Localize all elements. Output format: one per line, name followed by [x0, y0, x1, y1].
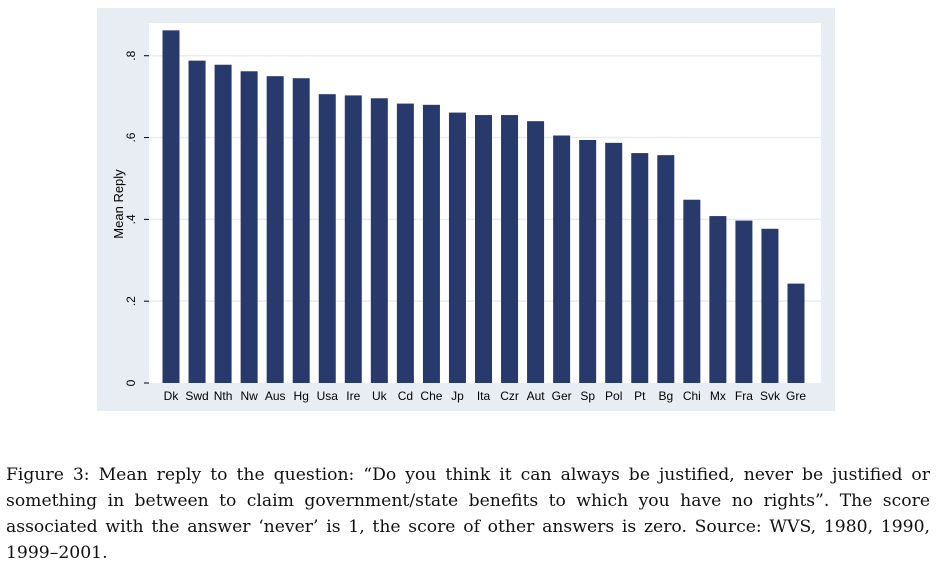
bar-bg: [657, 155, 675, 383]
bar-gre: [787, 283, 805, 383]
x-tick-label: Nth: [214, 389, 233, 403]
x-tick-label: Aus: [265, 389, 286, 403]
x-tick-label: Svk: [760, 389, 781, 403]
bar-uk: [370, 98, 388, 384]
bar-czr: [501, 115, 519, 384]
x-tick-label: Swd: [185, 389, 208, 403]
bar-che: [422, 104, 440, 383]
x-tick-label: Pt: [634, 389, 646, 403]
y-tick-label: 0: [124, 379, 138, 386]
y-axis-title: Mean Reply: [111, 169, 126, 239]
x-tick-label: Dk: [164, 389, 180, 403]
bar-fra: [735, 220, 753, 383]
x-tick-label: Aut: [527, 389, 546, 403]
x-tick-label: Uk: [372, 389, 388, 403]
x-tick-label: Pol: [605, 389, 622, 403]
bar-pol: [605, 142, 623, 383]
bar-dk: [162, 30, 180, 384]
bar-mx: [709, 216, 727, 383]
bars: [162, 30, 805, 384]
bar-ita: [475, 115, 492, 384]
x-tick-label: Fra: [735, 389, 753, 403]
x-tick-labels: Dk Swd Nth Nw Aus Hg Usa Ire Uk Cd Che Jp Ita Czr Aut G…: [164, 389, 807, 403]
x-tick-label: Ita: [477, 389, 491, 403]
x-tick-label: Hg: [294, 389, 309, 403]
bar-nth: [214, 64, 232, 384]
x-tick-label: Che: [420, 389, 442, 403]
bar-aus: [266, 76, 284, 384]
x-tick-label: Chi: [683, 389, 701, 403]
bar-pt: [631, 153, 649, 383]
y-tick-label: .2: [124, 296, 138, 306]
y-tick-label: .8: [124, 50, 138, 60]
x-tick-label: Ire: [346, 389, 360, 403]
y-tick-label: .6: [124, 132, 138, 142]
bar-swd: [188, 60, 206, 383]
x-tick-label: Cd: [398, 389, 413, 403]
x-tick-label: Gre: [786, 389, 806, 403]
bar-aut: [527, 121, 545, 384]
x-tick-label: Usa: [317, 389, 339, 403]
bar-cd: [396, 103, 414, 383]
bar-sp: [579, 140, 597, 383]
bar-hg: [292, 78, 310, 383]
bar-ger: [553, 135, 571, 383]
chart-frame: Dk Swd Nth Nw Aus Hg Usa Ire Uk Cd Che Jp Ita Czr Aut G…: [97, 8, 835, 411]
x-tick-label: Ger: [552, 389, 572, 403]
bar-svk: [761, 228, 779, 383]
y-tick-labels: 0 .2 .4 .6 .8: [124, 50, 149, 386]
y-tick-label: .4: [124, 214, 138, 224]
bar-chi: [683, 199, 701, 383]
x-tick-label: Czr: [500, 389, 519, 403]
x-tick-label: Nw: [240, 389, 258, 403]
bar-chart: Dk Swd Nth Nw Aus Hg Usa Ire Uk Cd Che Jp Ita Czr Aut G…: [111, 23, 821, 403]
x-tick-label: Bg: [658, 389, 673, 403]
bar-usa: [318, 94, 336, 384]
figure-caption: Figure 3: Mean reply to the question: “D…: [6, 465, 930, 563]
x-tick-label: Jp: [451, 389, 464, 403]
x-tick-label: Mx: [710, 389, 726, 403]
bar-nw: [240, 71, 258, 383]
x-tick-label: Sp: [580, 389, 595, 403]
bar-jp: [448, 112, 466, 383]
bar-ire: [344, 95, 362, 383]
